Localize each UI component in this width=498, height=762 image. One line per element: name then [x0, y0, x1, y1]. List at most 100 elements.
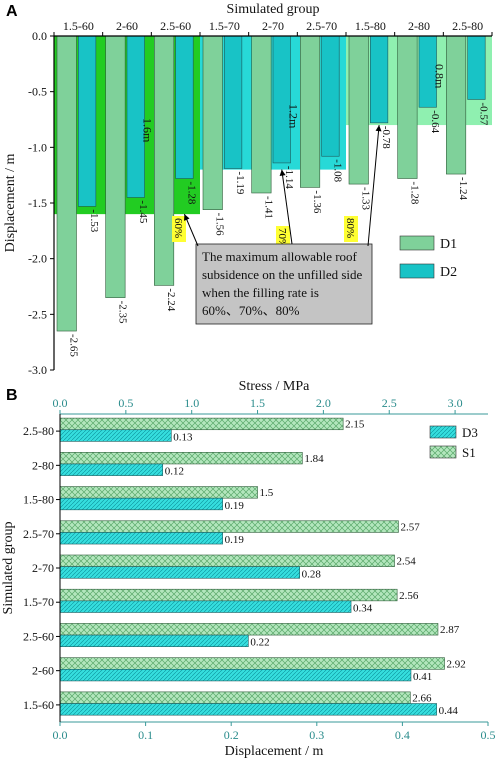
category-label-b-2-80: 2-80: [32, 458, 54, 472]
category-label-2.5-70: 2.5-70: [306, 19, 337, 33]
bar-s1-1.5-80: [59, 486, 258, 499]
category-label-b-2-60: 2-60: [32, 664, 54, 678]
label-d3-1.5-60: 0.44: [439, 705, 459, 717]
legend-a-swatch-D2: [399, 263, 435, 279]
category-label-1.5-70: 1.5-70: [209, 19, 240, 33]
xtick-bottom-label-1: 0.1: [138, 728, 153, 742]
bar-s1-2-60: [59, 657, 445, 670]
bar-s1-2.5-60: [59, 623, 439, 636]
x-axis-title-a: Simulated group: [227, 2, 320, 17]
annotation-arrow-2: [281, 169, 293, 245]
label-d3-2-80: 0.12: [165, 466, 184, 478]
legend-b-swatch-S1: [429, 445, 457, 459]
label-d1-2-60: -2.35: [116, 301, 128, 324]
bar-d1-2.5-70: [300, 35, 321, 188]
ytick-label-a-6: -3.0: [28, 363, 47, 377]
category-label-b-1.5-70: 1.5-70: [23, 595, 54, 609]
xtick-bottom-label-3: 0.3: [309, 728, 324, 742]
label-d2-1.5-60: -1.53: [88, 209, 100, 232]
label-d2-2.5-60: -1.28: [185, 182, 197, 205]
label-s1-1.5-70: 2.56: [399, 590, 419, 602]
category-label-b-2.5-60: 2.5-60: [23, 629, 54, 643]
rate-badge-bg-3: [344, 216, 358, 242]
legend-b-swatch-D3: [429, 425, 457, 439]
category-label-b-2.5-70: 2.5-70: [23, 527, 54, 541]
bar-d2-1.5-70: [224, 35, 243, 169]
annotation-line-1: The maximum allowable roof: [202, 249, 358, 264]
annotation-line-4: 60%、70%、80%: [202, 303, 300, 318]
category-label-2-80: 2-80: [408, 19, 430, 33]
annotation-box: [195, 243, 373, 325]
xtick-top-label-3: 1.5: [250, 396, 265, 410]
legend-b-label-D3: D3: [462, 425, 478, 440]
label-d2-2-70: -1.14: [283, 166, 295, 189]
ytick-label-a-2: -1.0: [28, 140, 47, 154]
label-d3-1.5-70: 0.34: [353, 602, 373, 614]
label-d2-2-60: -1.45: [137, 200, 149, 223]
label-d3-2.5-70: 0.19: [225, 534, 245, 546]
bar-d2-2-60: [126, 35, 145, 198]
ytick-label-a-5: -2.5: [28, 307, 47, 321]
label-d1-1.5-80: -1.33: [360, 187, 372, 210]
bar-s1-2.5-70: [59, 520, 399, 533]
label-d1-2.5-70: -1.36: [311, 190, 323, 213]
category-label-1.5-80: 1.5-80: [355, 19, 386, 33]
bar-d3-1.5-80: [59, 497, 223, 511]
bar-d2-2-70: [272, 35, 291, 164]
ytick-label-a-3: -1.5: [28, 196, 47, 210]
ytick-label-a-1: -0.5: [28, 85, 47, 99]
panel-a-letter: A: [6, 3, 18, 20]
bar-d2-1.5-80: [370, 35, 389, 124]
bar-d1-1.5-60: [56, 35, 77, 332]
annotation-arrow-3: [367, 125, 380, 247]
bar-s1-2.5-80: [59, 417, 344, 431]
bar-s1-1.5-70: [59, 588, 398, 602]
label-d3-2.5-80: 0.13: [173, 431, 193, 443]
y-axis-title-a: Displacement / m: [3, 154, 18, 253]
xtick-top-label-0: 0.0: [53, 396, 68, 410]
category-label-b-1.5-80: 1.5-80: [23, 493, 54, 507]
xtick-top-label-1: 0.5: [118, 396, 133, 410]
x-bottom-title-b: Displacement / m: [225, 744, 324, 759]
bar-d1-2.5-80: [446, 35, 467, 175]
xtick-bottom-label-0: 0.0: [53, 728, 68, 742]
label-d2-2.5-70: -1.08: [331, 159, 343, 182]
bar-d3-2-70: [59, 566, 300, 579]
xtick-top-label-5: 2.5: [382, 396, 397, 410]
ytick-label-a-0: 0.0: [32, 29, 47, 43]
label-s1-2-80: 1.84: [304, 453, 324, 465]
label-d3-2-70: 0.28: [302, 568, 322, 580]
label-d1-2.5-80: -1.24: [457, 177, 469, 200]
bar-s1-2-80: [59, 452, 303, 465]
label-d3-2-60: 0.41: [413, 671, 432, 683]
rate-badge-label-1: 60%: [172, 218, 184, 238]
legend-a-swatch-D1: [399, 235, 435, 251]
label-s1-2-70: 2.54: [396, 556, 416, 568]
bar-d1-2-60: [105, 35, 126, 298]
bar-d3-1.5-70: [59, 600, 352, 613]
category-label-1.5-60: 1.5-60: [63, 19, 94, 33]
annotation-line-2: subsidence on the unfilled side: [202, 267, 363, 282]
label-s1-2.5-70: 2.57: [400, 521, 420, 533]
label-d1-2-80: -1.28: [408, 182, 420, 205]
bar-s1-1.5-60: [59, 691, 411, 704]
bar-d1-2-70: [251, 35, 272, 194]
label-d2-2.5-80: -0.57: [477, 102, 489, 125]
bar-d2-2.5-80: [467, 35, 486, 100]
label-d1-1.5-70: -1.56: [214, 213, 226, 236]
xtick-top-label-4: 2.0: [316, 396, 331, 410]
x-top-title-b: Stress / MPa: [239, 379, 311, 394]
bar-d2-2.5-60: [175, 35, 194, 179]
category-label-b-2.5-80: 2.5-80: [23, 424, 54, 438]
bar-d3-1.5-60: [59, 703, 437, 716]
annotation-arrowhead-3: [375, 125, 382, 132]
legend-a-label-D1: D1: [440, 237, 457, 252]
label-d2-1.5-70: -1.19: [234, 171, 246, 194]
label-d1-2-70: -1.41: [262, 196, 274, 219]
label-s1-2-60: 2.92: [447, 658, 466, 670]
xtick-top-label-6: 3.0: [448, 396, 463, 410]
bar-d3-2.5-70: [59, 532, 223, 545]
label-d2-2-80: -0.64: [429, 110, 441, 133]
